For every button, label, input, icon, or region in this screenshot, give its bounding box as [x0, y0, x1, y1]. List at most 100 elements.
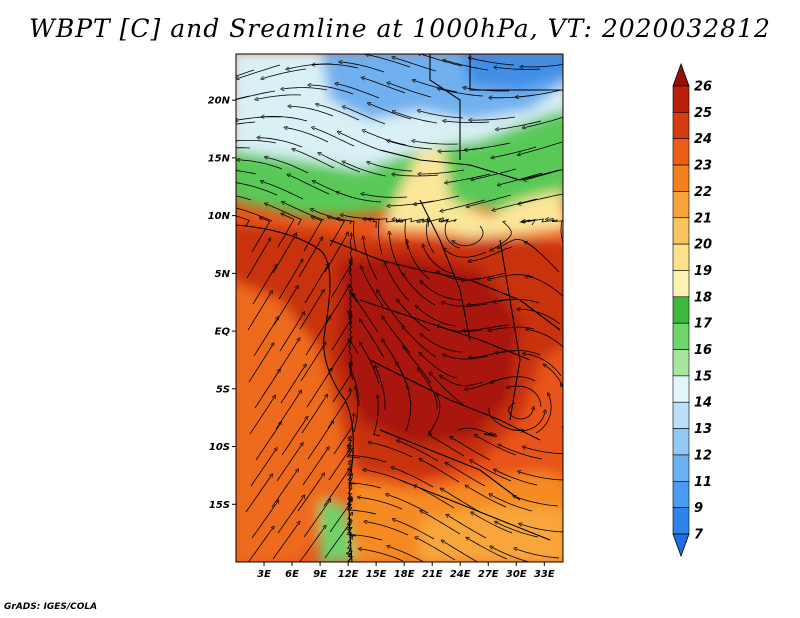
lat-tick-label: 10S	[209, 442, 230, 453]
streamline	[359, 497, 403, 510]
streamline	[495, 470, 538, 486]
streamline	[444, 60, 489, 71]
streamline	[415, 195, 460, 204]
streamline	[304, 265, 328, 304]
streamline	[418, 218, 435, 254]
streamline	[375, 367, 386, 411]
streamline	[274, 339, 299, 378]
streamline	[360, 320, 385, 359]
streamline	[499, 172, 543, 185]
streamline	[444, 249, 487, 258]
streamline	[314, 64, 359, 69]
streamline	[500, 445, 543, 460]
streamline	[519, 309, 561, 325]
streamline	[364, 131, 407, 146]
streamline	[470, 350, 515, 358]
streamline	[470, 116, 516, 120]
streamline	[444, 121, 490, 123]
lon-tick-label: 27E	[478, 569, 499, 580]
colorbar-swatch	[672, 322, 690, 350]
streamline	[293, 149, 335, 169]
streamline	[388, 141, 433, 150]
streamline	[365, 522, 409, 536]
chart-title: WBPT [C] and Sreamline at 1000hPa, VT: 2…	[29, 14, 771, 43]
streamline	[495, 298, 540, 303]
streamline	[404, 348, 432, 384]
streamline	[494, 198, 538, 210]
streamline	[273, 287, 297, 326]
map-frame	[235, 53, 564, 563]
streamline	[414, 80, 458, 93]
streamline	[360, 549, 404, 562]
streamline	[266, 157, 309, 174]
streamline	[389, 200, 434, 206]
colorbar-label: 17	[694, 317, 713, 332]
streamline	[326, 338, 351, 377]
streamline	[236, 147, 251, 149]
streamline	[354, 388, 359, 433]
streamline	[237, 64, 281, 79]
streamline	[417, 307, 457, 327]
streamline	[467, 538, 508, 560]
streamline	[466, 376, 510, 389]
streamline	[344, 107, 386, 125]
streamline	[236, 170, 257, 175]
streamlines	[236, 54, 563, 562]
streamline	[407, 241, 430, 280]
streamline	[277, 214, 295, 248]
lon-tick-label: 21E	[422, 569, 443, 580]
streamline	[248, 344, 273, 383]
streamline	[398, 441, 439, 462]
colorbar-label: 21	[694, 211, 712, 226]
streamline	[497, 120, 542, 129]
streamline	[236, 90, 276, 101]
colorbar-swatch	[672, 296, 690, 324]
streamline	[468, 194, 512, 207]
lon-tick-label: 12E	[338, 569, 359, 580]
colorbar-label: 19	[694, 264, 712, 279]
streamline	[262, 68, 307, 79]
streamline	[319, 153, 361, 173]
streamline	[442, 489, 481, 513]
streamline	[483, 434, 495, 437]
streamline	[298, 238, 322, 278]
streamline	[245, 475, 272, 513]
latitude-axis: 20N 15N 10N 5N EQ 5S 10S 15S	[208, 96, 236, 511]
streamline	[495, 67, 541, 70]
streamline	[470, 246, 513, 261]
field-region-southwest-green	[320, 500, 355, 562]
streamline	[441, 219, 461, 249]
streamline	[317, 104, 360, 121]
wbpt-field	[236, 54, 563, 562]
streamline	[496, 522, 539, 538]
streamline	[236, 69, 255, 77]
streamline	[279, 313, 304, 352]
streamline	[236, 195, 252, 201]
streamline	[360, 343, 380, 385]
streamline	[344, 162, 387, 177]
colorbar-swatch	[672, 138, 690, 166]
streamline	[361, 267, 384, 307]
colorbar-swatch	[672, 112, 690, 140]
streamline	[547, 219, 563, 245]
streamline	[255, 423, 281, 461]
streamline	[441, 376, 484, 386]
streamline	[416, 538, 456, 561]
streamline	[470, 58, 515, 66]
streamline	[236, 140, 277, 144]
streamline	[263, 116, 308, 122]
colorbar-label: 11	[694, 475, 712, 490]
lat-tick-label: 10N	[208, 211, 231, 222]
streamline	[453, 225, 484, 247]
streamline	[302, 448, 328, 486]
streamline	[444, 355, 489, 360]
streamline	[492, 376, 536, 383]
streamline	[442, 199, 486, 211]
streamline	[393, 468, 434, 488]
colorbar-label: 14	[694, 396, 712, 411]
streamline	[422, 335, 463, 353]
streamline	[250, 449, 276, 487]
lat-tick-label: 5S	[216, 384, 230, 395]
streamline	[419, 111, 464, 119]
lon-tick-label: 33E	[534, 569, 555, 580]
